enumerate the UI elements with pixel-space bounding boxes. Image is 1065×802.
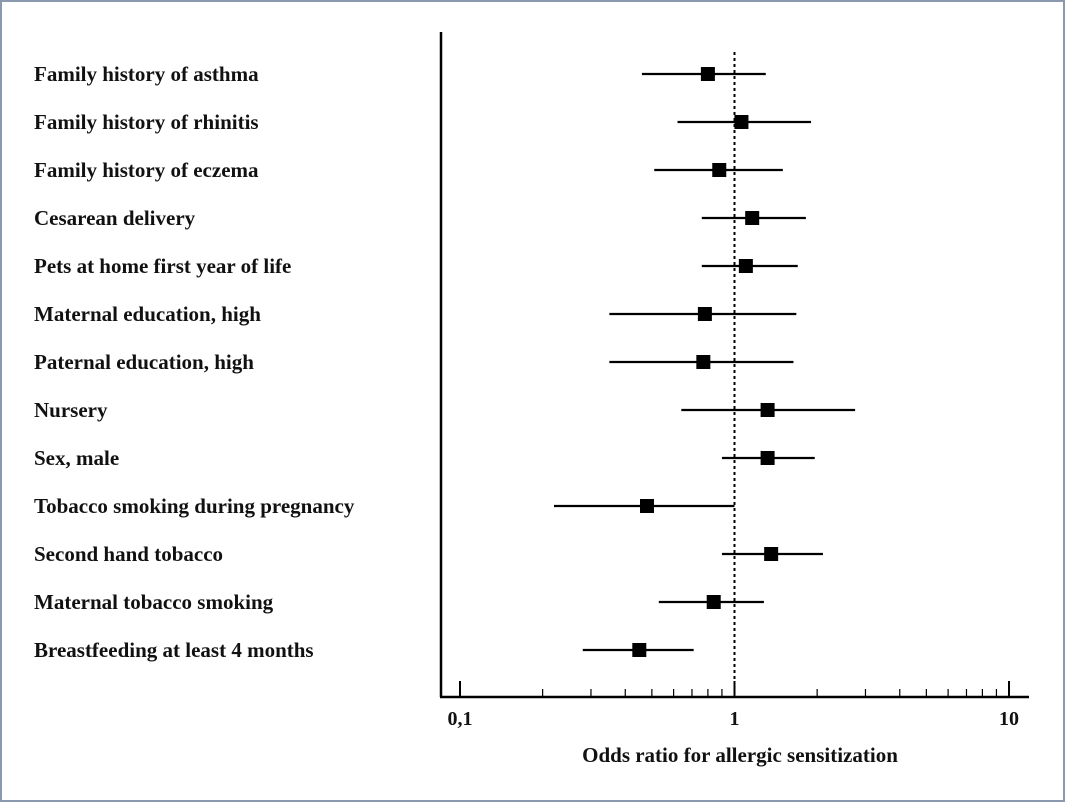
estimate-row xyxy=(641,67,766,81)
odds-ratio-marker xyxy=(764,547,779,561)
odds-ratio-marker xyxy=(734,115,749,129)
row-label: Second hand tobacco xyxy=(34,542,223,566)
row-label: Sex, male xyxy=(34,446,119,470)
odds-ratio-marker xyxy=(696,355,711,369)
row-label: Family history of rhinitis xyxy=(34,110,259,134)
row-label: Nursery xyxy=(34,398,108,422)
row-label: Maternal education, high xyxy=(34,302,261,326)
estimate-row xyxy=(658,595,764,609)
x-axis-title: Odds ratio for allergic sensitization xyxy=(582,743,898,767)
row-label: Maternal tobacco smoking xyxy=(34,590,274,614)
row-label: Family history of eczema xyxy=(34,158,259,182)
estimate-row xyxy=(654,163,783,177)
estimate-row xyxy=(677,115,812,129)
row-label: Paternal education, high xyxy=(34,350,254,374)
estimate-rows xyxy=(553,67,856,657)
estimate-row xyxy=(701,259,798,273)
odds-ratio-marker xyxy=(697,307,712,321)
row-label: Family history of asthma xyxy=(34,62,259,86)
estimate-row xyxy=(609,307,797,321)
estimate-row xyxy=(582,643,694,657)
estimate-row xyxy=(721,451,815,465)
row-label: Tobacco smoking during pregnancy xyxy=(34,494,355,518)
row-label: Cesarean delivery xyxy=(34,206,196,230)
odds-ratio-marker xyxy=(760,451,775,465)
odds-ratio-marker xyxy=(712,163,727,177)
x-tick-label: 0,1 xyxy=(448,708,473,730)
x-axis-ticks: 0,1 1 10 xyxy=(448,681,1019,730)
row-label: Breastfeeding at least 4 months xyxy=(34,638,314,662)
odds-ratio-marker xyxy=(738,259,753,273)
odds-ratio-marker xyxy=(745,211,760,225)
odds-ratio-marker xyxy=(640,499,655,513)
estimate-row xyxy=(681,403,856,417)
odds-ratio-marker xyxy=(700,67,715,81)
odds-ratio-marker xyxy=(760,403,775,417)
odds-ratio-marker xyxy=(632,643,647,657)
x-tick-label: 1 xyxy=(730,708,740,730)
odds-ratio-marker xyxy=(706,595,721,609)
estimate-row xyxy=(553,499,735,513)
estimate-row xyxy=(609,355,794,369)
plot-area: 0,1 1 10 xyxy=(439,32,1029,730)
x-tick-label: 10 xyxy=(999,708,1019,730)
row-labels: Family history of asthma Family history o… xyxy=(34,62,355,662)
estimate-row xyxy=(701,211,806,225)
estimate-row xyxy=(721,547,823,561)
row-label: Pets at home first year of life xyxy=(34,254,291,278)
